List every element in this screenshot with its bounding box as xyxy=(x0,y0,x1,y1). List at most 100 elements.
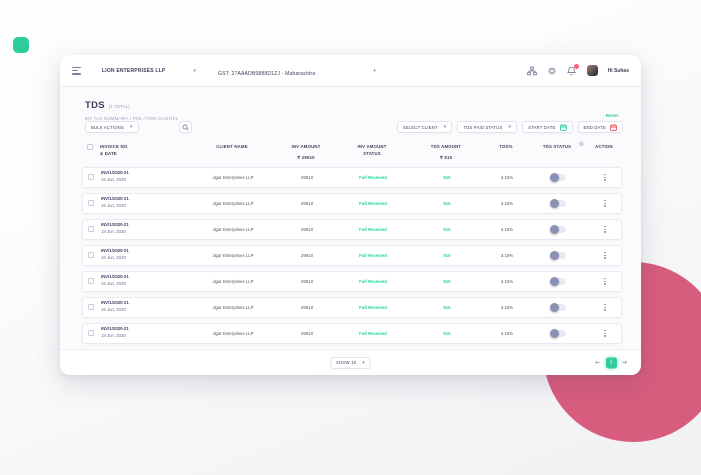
row-checkbox[interactable] xyxy=(88,252,94,259)
row-actions-menu-icon[interactable] xyxy=(587,303,623,311)
row-actions-menu-icon[interactable] xyxy=(587,199,623,207)
tds-status-toggle[interactable] xyxy=(549,276,566,286)
row-actions-menu-icon[interactable] xyxy=(587,225,623,233)
tds-status-toggle[interactable] xyxy=(549,224,566,234)
inv-amount-status: Full Received xyxy=(359,226,387,232)
breadcrumb: MY TAX SUMMARY / TDS / FOR CLIENTS xyxy=(85,116,179,121)
invoice-number: INV/1/2020-21 xyxy=(101,196,129,202)
calendar-icon xyxy=(559,123,567,131)
row-checkbox[interactable] xyxy=(88,278,94,285)
inv-amount: 29910 xyxy=(301,330,313,336)
tds-pct: 3.15% xyxy=(500,304,514,310)
page-count: (1 TOTAL) xyxy=(108,104,130,109)
decor-teal-dot xyxy=(13,37,29,53)
action-cell xyxy=(587,303,623,311)
tds-pct: 3.15% xyxy=(500,174,514,180)
tds-status-toggle[interactable] xyxy=(549,172,566,182)
gst-label: GST: 27AAADB9888D1ZJ - Maharashtra xyxy=(218,70,316,77)
tds-amount: 910 xyxy=(443,330,451,336)
client-name: Jigar Enterprises LLP xyxy=(212,252,254,258)
row-checkbox[interactable] xyxy=(88,226,94,233)
action-cell xyxy=(587,277,623,285)
tds-status-toggle[interactable] xyxy=(549,328,566,338)
end-date-picker[interactable]: END DATE xyxy=(577,121,623,133)
prev-page-arrow[interactable]: ← xyxy=(595,358,601,367)
search-button[interactable] xyxy=(178,121,192,133)
bell-icon[interactable] xyxy=(567,63,579,76)
page-title: TDS xyxy=(85,100,105,111)
row-checkbox[interactable] xyxy=(88,200,94,207)
toggle-knob xyxy=(549,328,559,338)
table-footer: SHOW 10 ▾ ← 1 → xyxy=(60,349,641,375)
organization-icon[interactable] xyxy=(526,66,537,76)
action-cell xyxy=(587,173,623,181)
row-checkbox[interactable] xyxy=(88,174,94,181)
pagination: ← 1 → xyxy=(595,357,627,368)
row-checkbox[interactable] xyxy=(88,304,94,311)
column-settings-icon[interactable]: ⚙ xyxy=(578,141,584,148)
tds-amount-total: ₹ 910 xyxy=(439,154,453,160)
inv-amount-status: Full Received xyxy=(359,330,387,336)
menu-icon[interactable] xyxy=(72,66,82,75)
inv-amount: 29910 xyxy=(301,174,313,180)
toggle-knob xyxy=(549,224,559,234)
tds-status-toggle[interactable] xyxy=(549,198,566,208)
action-cell xyxy=(587,225,623,233)
col-inv-amount-status: INV AMOUNT STATUS xyxy=(357,144,387,156)
inv-amount: 29910 xyxy=(301,200,313,206)
row-actions-menu-icon[interactable] xyxy=(587,329,623,337)
avatar[interactable] xyxy=(586,65,598,76)
table-row: INV/1/2020-21 19 Jun, 2020 Jigar Enterpr… xyxy=(82,166,623,188)
page-head: TDS (1 TOTAL) MY TAX SUMMARY / TDS / FOR … xyxy=(85,95,178,121)
current-page-button[interactable]: 1 xyxy=(605,357,617,368)
tds-status-cell xyxy=(529,250,587,260)
col-action: ACTION xyxy=(595,144,613,149)
chevron-down-icon: ▾ xyxy=(373,67,376,74)
next-page-arrow[interactable]: → xyxy=(621,358,627,367)
tds-status-toggle[interactable] xyxy=(549,250,566,260)
tds-pct: 3.15% xyxy=(500,330,514,336)
tds-status-cell xyxy=(529,224,587,234)
tds-amount: 910 xyxy=(443,252,451,258)
invoice-number: INV/1/2020-21 xyxy=(101,274,129,280)
tds-pct: 3.15% xyxy=(500,252,514,258)
company-name: LION ENTERPRISES LLP xyxy=(102,67,166,74)
end-date-label: END DATE xyxy=(583,124,606,130)
select-client-dropdown[interactable]: SELECT CLIENT ▾ xyxy=(396,121,453,133)
row-actions-menu-icon[interactable] xyxy=(587,173,623,181)
content-area: TDS (1 TOTAL) MY TAX SUMMARY / TDS / FOR … xyxy=(60,87,641,349)
start-date-picker[interactable]: START DATE xyxy=(522,121,573,133)
reset-filters-link[interactable]: Reset xyxy=(605,113,618,118)
toggle-knob xyxy=(549,198,559,208)
chevron-down-icon: ▾ xyxy=(193,67,196,74)
show-per-page-dropdown[interactable]: SHOW 10 ▾ xyxy=(330,356,371,369)
tds-amount: 910 xyxy=(443,200,451,206)
tds-paid-status-dropdown[interactable]: TDS PAID STATUS ▾ xyxy=(457,121,518,133)
select-all-checkbox[interactable] xyxy=(87,144,93,150)
invoice-cell: INV/1/2020-21 19 Jun, 2020 xyxy=(101,170,189,184)
invoice-cell: INV/1/2020-21 19 Jun, 2020 xyxy=(101,326,189,340)
invoice-date: 19 Jun, 2020 xyxy=(101,177,126,183)
row-actions-menu-icon[interactable] xyxy=(587,277,623,285)
invoice-number: INV/1/2020-21 xyxy=(101,170,129,176)
col-tds-status: TDS STATUS xyxy=(542,144,572,149)
company-selector[interactable]: LION ENTERPRISES LLP ▾ xyxy=(102,68,196,74)
calendar-icon xyxy=(610,123,617,131)
toggle-knob xyxy=(549,276,559,286)
gear-icon[interactable] xyxy=(547,66,557,76)
row-actions-menu-icon[interactable] xyxy=(587,251,623,259)
tds-pct: 3.15% xyxy=(500,226,514,232)
tds-amount: 910 xyxy=(443,304,451,310)
invoice-date: 19 Jun, 2020 xyxy=(101,307,126,313)
col-inv-amount: INV AMOUNT ₹ 29910 xyxy=(276,144,336,162)
row-checkbox[interactable] xyxy=(88,330,94,337)
table-row: INV/1/2020-21 19 Jun, 2020 Jigar Enterpr… xyxy=(82,244,623,266)
notification-badge xyxy=(573,63,579,69)
invoice-cell: INV/1/2020-21 19 Jun, 2020 xyxy=(101,248,189,262)
bulk-actions-dropdown[interactable]: BULK ACTIONS ▾ xyxy=(85,121,139,133)
col-tds-amount: TDS AMOUNT ₹ 910 xyxy=(408,144,484,162)
tds-status-toggle[interactable] xyxy=(549,302,566,312)
invoice-number: INV/1/2020-21 xyxy=(101,222,129,228)
gst-selector[interactable]: GST: 27AAADB9888D1ZJ - Maharashtra xyxy=(218,62,315,80)
invoice-date: 19 Jun, 2020 xyxy=(101,281,126,287)
